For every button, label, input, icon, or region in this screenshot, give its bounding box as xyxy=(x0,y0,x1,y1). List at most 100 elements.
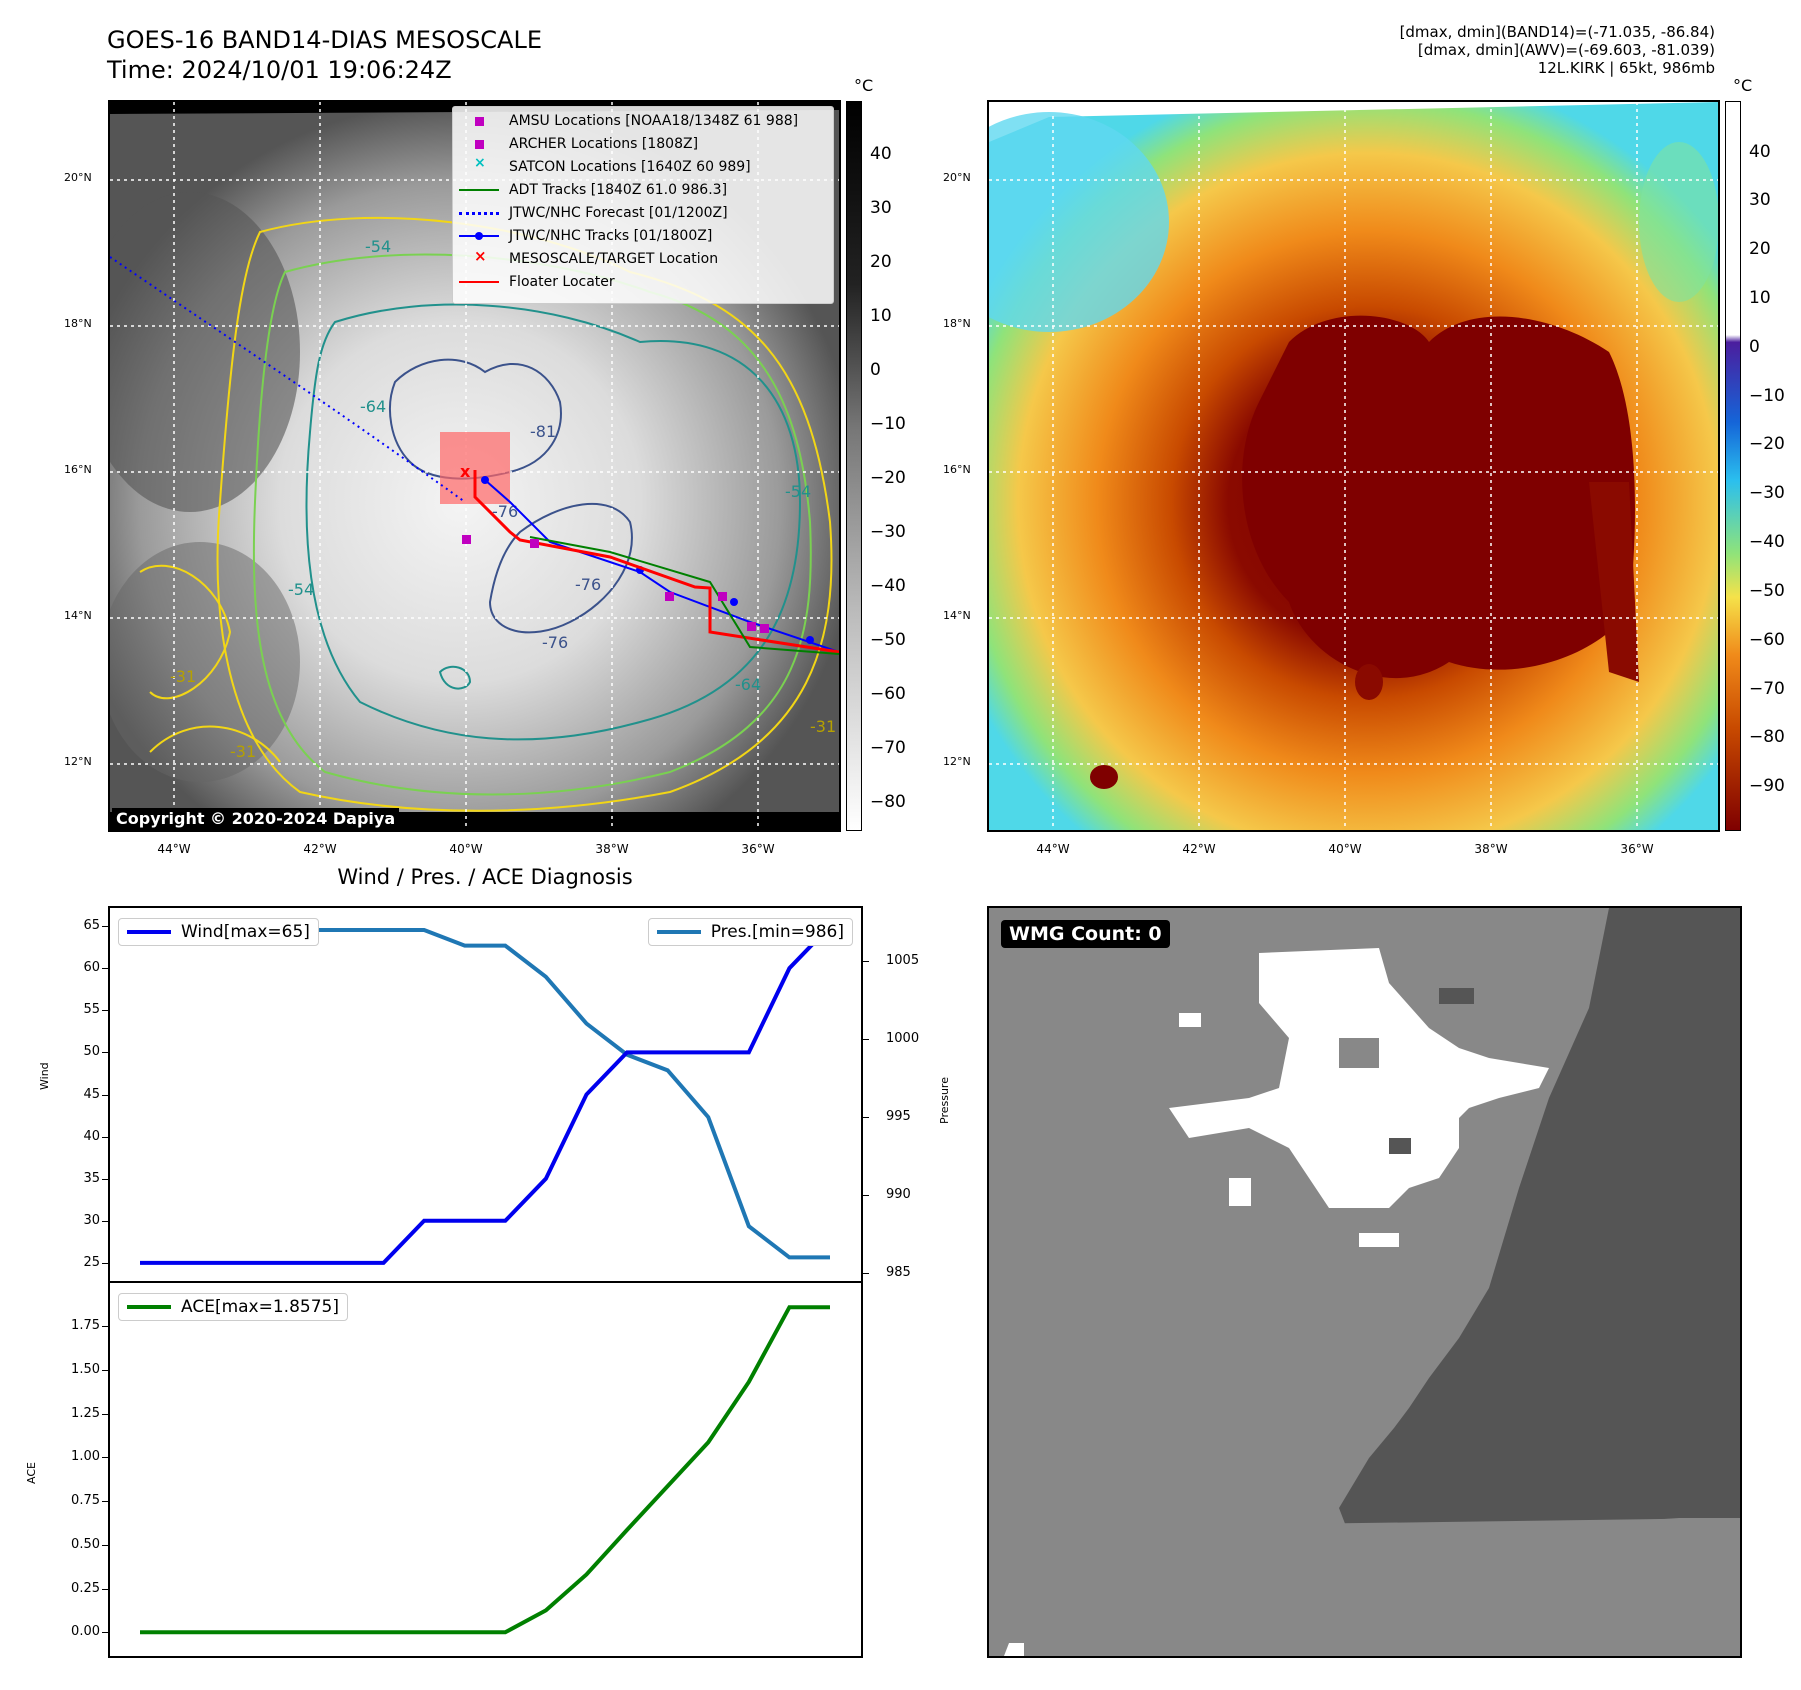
colorbar-left-unit: °C xyxy=(854,76,874,95)
wmg-map[interactable]: WMG Count: 0 xyxy=(987,906,1742,1658)
target-marker: x xyxy=(460,462,471,481)
colorbar-tick: 40 xyxy=(870,144,892,164)
wind-tick: 60 xyxy=(83,960,100,976)
lon-label: 40°W xyxy=(1328,842,1362,856)
archer-point xyxy=(718,592,727,601)
lon-label: 36°W xyxy=(741,842,775,856)
colorbar-tick: −10 xyxy=(870,414,906,434)
colorbar-right xyxy=(1725,101,1741,831)
colorbar-tick: −30 xyxy=(870,522,906,542)
colorbar-tick: −10 xyxy=(1749,386,1785,406)
map-legend: AMSU Locations [NOAA18/1348Z 61 988] ARC… xyxy=(452,106,834,304)
amsu-point xyxy=(530,539,539,548)
legend-forecast: JTWC/NHC Forecast [01/1200Z] xyxy=(453,201,833,224)
ace-legend: ACE[max=1.8575] xyxy=(118,1293,348,1321)
wind-axis-label: Wind xyxy=(38,1062,51,1090)
diagnosis-title: Wind / Pres. / ACE Diagnosis xyxy=(337,865,633,889)
lon-label: 38°W xyxy=(1474,842,1508,856)
wind-tick: 30 xyxy=(83,1212,100,1228)
series-line-ace xyxy=(140,1305,830,1635)
archer-point xyxy=(747,622,756,631)
ace-plot xyxy=(140,1305,830,1635)
ace-axis-label: ACE xyxy=(25,1462,38,1484)
colorbar-tick: 0 xyxy=(870,360,881,380)
lat-label: 18°N xyxy=(64,317,92,330)
chart-title: GOES-16 BAND14-DIAS MESOSCALE Time: 2024… xyxy=(107,25,542,85)
colorbar-tick: −80 xyxy=(870,792,906,812)
colorbar-tick: −70 xyxy=(1749,679,1785,699)
ir-color-image xyxy=(989,102,1718,830)
colorbar-tick: −40 xyxy=(870,576,906,596)
series-line-pressure xyxy=(140,928,830,1260)
archer-point xyxy=(760,624,769,633)
colorbar-right-unit: °C xyxy=(1733,76,1753,95)
copyright-label: Copyright © 2020-2024 Dapiya xyxy=(112,808,400,829)
legend-jtwc: JTWC/NHC Tracks [01/1800Z] xyxy=(453,224,833,247)
contour-label: -76 xyxy=(492,502,518,521)
archer-point xyxy=(665,592,674,601)
contour-label: -31 xyxy=(810,717,836,736)
colorbar-tick: −50 xyxy=(1749,581,1785,601)
legend-adt: ADT Tracks [1840Z 61.0 986.3] xyxy=(453,178,833,201)
lon-label: 38°W xyxy=(595,842,629,856)
jtwc-track-point xyxy=(730,598,738,606)
ir-color-map[interactable] xyxy=(987,100,1720,832)
contour-label: -31 xyxy=(170,667,196,686)
storm-info: [dmax, dmin](BAND14)=(-71.035, -86.84) [… xyxy=(1400,23,1715,77)
lat-label: 14°N xyxy=(64,609,92,622)
contour-label: -54 xyxy=(785,482,811,501)
ace-tick: 1.75 xyxy=(71,1318,100,1333)
lon-label: 42°W xyxy=(1182,842,1216,856)
colorbar-tick: 40 xyxy=(1749,142,1771,162)
ace-tick: 0.25 xyxy=(71,1580,100,1596)
colorbar-right-ticks: 40 30 20 10 0 −10 −20 −30 −40 −50 −60 −7… xyxy=(1749,142,1801,822)
forecast-track xyxy=(110,256,466,503)
info-storm: 12L.KIRK | 65kt, 986mb xyxy=(1537,59,1715,77)
pres-tick: 1005 xyxy=(886,953,920,969)
colorbar-tick: −60 xyxy=(1749,630,1785,650)
colorbar-tick: 0 xyxy=(1749,337,1760,357)
wind-tick: 65 xyxy=(83,918,100,934)
title-line-time: Time: 2024/10/01 19:06:24Z xyxy=(107,56,452,84)
colorbar-left xyxy=(846,101,862,831)
colorbar-tick: −20 xyxy=(870,468,906,488)
lat-label: 14°N xyxy=(943,609,971,622)
colorbar-tick: −20 xyxy=(1749,434,1785,454)
contour-label: -31 xyxy=(230,742,256,761)
wmg-count-badge: WMG Count: 0 xyxy=(1001,920,1170,948)
legend-satcon: × SATCON Locations [1640Z 60 989] xyxy=(474,155,751,175)
jtwc-track-point xyxy=(481,476,489,484)
wind-pressure-plot xyxy=(140,924,832,1265)
legend-target: × MESOSCALE/TARGET Location xyxy=(474,247,719,267)
colorbar-tick: −60 xyxy=(870,684,906,704)
pres-tick: 990 xyxy=(886,1187,911,1203)
ace-tick: 1.50 xyxy=(71,1361,100,1377)
colorbar-tick: −70 xyxy=(870,738,906,758)
pressure-legend: Pres.[min=986] xyxy=(647,918,853,946)
colorbar-tick: −40 xyxy=(1749,532,1785,552)
colorbar-tick: 10 xyxy=(870,306,892,326)
legend-amsu: AMSU Locations [NOAA18/1348Z 61 988] xyxy=(453,109,833,132)
ir-grayscale-map[interactable]: -54 -64 -81 -76 -76 -76 -54 -54 -64 -31 … xyxy=(108,100,841,832)
ace-panel[interactable]: ACE[max=1.8575] xyxy=(108,1281,863,1658)
amsu-point xyxy=(462,535,471,544)
colorbar-tick: −30 xyxy=(1749,483,1785,503)
contour-label: -76 xyxy=(575,575,601,594)
lon-label: 40°W xyxy=(449,842,483,856)
colorbar-tick: 10 xyxy=(1749,288,1771,308)
contour-label: -64 xyxy=(360,397,386,416)
wind-legend: Wind[max=65] xyxy=(118,918,319,946)
lat-label: 18°N xyxy=(943,317,971,330)
series-line-wind xyxy=(140,924,832,1265)
info-awv: [dmax, dmin](AWV)=(-69.603, -81.039) xyxy=(1417,41,1715,59)
ace-tick: 0.50 xyxy=(71,1536,100,1552)
lat-label: 16°N xyxy=(943,463,971,476)
contour-label: -54 xyxy=(365,237,391,256)
lat-label: 12°N xyxy=(943,755,971,768)
floater-locater-track xyxy=(473,470,839,654)
wind-pressure-panel[interactable]: Wind[max=65] Pres.[min=986] xyxy=(108,906,863,1283)
lon-label: 42°W xyxy=(303,842,337,856)
colorbar-tick: −90 xyxy=(1749,776,1785,796)
lon-label: 36°W xyxy=(1620,842,1654,856)
ace-tick: 1.25 xyxy=(71,1405,100,1421)
